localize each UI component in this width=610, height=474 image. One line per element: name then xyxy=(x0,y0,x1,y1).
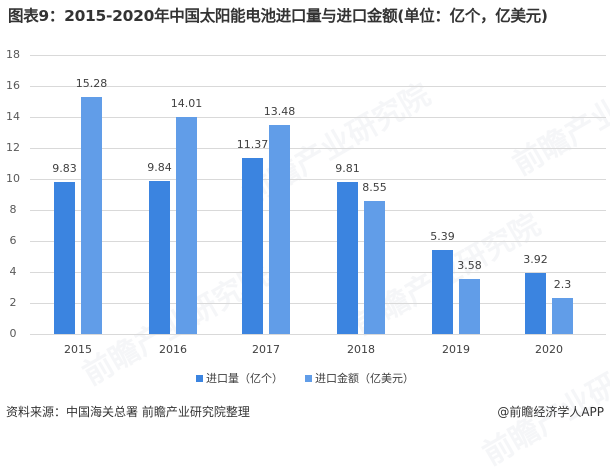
legend-item-import-volume[interactable]: 进口量（亿个） xyxy=(196,370,283,386)
credit-note: @前瞻经济学人APP xyxy=(497,405,604,419)
gridline xyxy=(30,241,606,242)
data-label: 15.28 xyxy=(75,77,108,91)
data-label: 5.39 xyxy=(430,230,455,244)
bar-import-value[interactable] xyxy=(176,116,197,334)
legend-item-import-value[interactable]: 进口金额（亿美元） xyxy=(305,370,414,386)
x-axis-tick-label: 2020 xyxy=(535,343,563,356)
y-axis-tick-label: 2 xyxy=(9,296,17,309)
gridline xyxy=(30,55,606,56)
data-label: 8.55 xyxy=(362,181,387,195)
x-axis-tick-label: 2017 xyxy=(252,343,280,356)
bar-chart: 前瞻产业研究院前瞻产业研究院前瞻产业研究院前瞻产业研究院前瞻产业研究院02468… xyxy=(6,47,610,356)
bar-import-value[interactable] xyxy=(364,201,385,334)
chart-title: 图表9：2015-2020年中国太阳能电池进口量与进口金额(单位：亿个，亿美元) xyxy=(8,7,548,25)
bar-import-value[interactable] xyxy=(459,278,480,334)
gridline xyxy=(30,272,606,273)
y-axis-tick-label: 18 xyxy=(6,48,20,61)
y-axis-tick-label: 0 xyxy=(9,327,17,340)
legend: 进口量（亿个） 进口金额（亿美元） xyxy=(0,370,610,386)
source-note: 资料来源：中国海关总署 前瞻产业研究院整理 xyxy=(6,405,250,419)
x-axis-tick-label: 2015 xyxy=(64,343,92,356)
gridline xyxy=(30,148,606,149)
bar-import-volume[interactable] xyxy=(54,181,75,334)
data-label: 9.83 xyxy=(52,161,77,175)
data-label: 9.81 xyxy=(335,161,360,175)
bar-import-volume[interactable] xyxy=(242,157,263,334)
bar-import-volume[interactable] xyxy=(525,273,546,334)
gridline xyxy=(30,303,606,304)
y-axis-tick-label: 10 xyxy=(6,172,20,185)
data-label: 11.37 xyxy=(236,137,269,151)
gridline xyxy=(30,210,606,211)
data-label: 13.48 xyxy=(263,105,296,119)
data-label: 3.58 xyxy=(457,258,482,272)
y-axis-tick-label: 4 xyxy=(9,265,17,278)
bar-import-value[interactable] xyxy=(81,97,102,334)
y-axis-tick-label: 8 xyxy=(9,203,17,216)
legend-swatch-icon xyxy=(196,374,203,382)
x-axis-tick-label: 2018 xyxy=(347,343,375,356)
x-axis-tick-label: 2019 xyxy=(442,343,470,356)
data-label: 14.01 xyxy=(170,96,203,110)
data-label: 3.92 xyxy=(523,253,548,267)
legend-label: 进口金额（亿美元） xyxy=(315,372,414,385)
gridline xyxy=(30,86,606,87)
gridline xyxy=(30,334,606,335)
bar-import-value[interactable] xyxy=(269,125,290,334)
data-label: 9.84 xyxy=(147,161,172,175)
y-axis-tick-label: 12 xyxy=(6,141,20,154)
y-axis-tick-label: 14 xyxy=(6,110,20,123)
bar-import-volume[interactable] xyxy=(432,250,453,334)
data-label: 2.3 xyxy=(553,278,572,292)
y-axis-tick-label: 6 xyxy=(9,234,17,247)
y-axis-tick-label: 16 xyxy=(6,79,20,92)
x-axis-tick-label: 2016 xyxy=(159,343,187,356)
gridline xyxy=(30,179,606,180)
watermark-text: 前瞻产业研究院 xyxy=(507,47,610,183)
bar-import-value[interactable] xyxy=(552,298,573,334)
bar-import-volume[interactable] xyxy=(337,181,358,334)
legend-label: 进口量（亿个） xyxy=(206,372,283,385)
legend-swatch-icon xyxy=(305,374,312,382)
gridline xyxy=(30,117,606,118)
bar-import-volume[interactable] xyxy=(149,181,170,334)
